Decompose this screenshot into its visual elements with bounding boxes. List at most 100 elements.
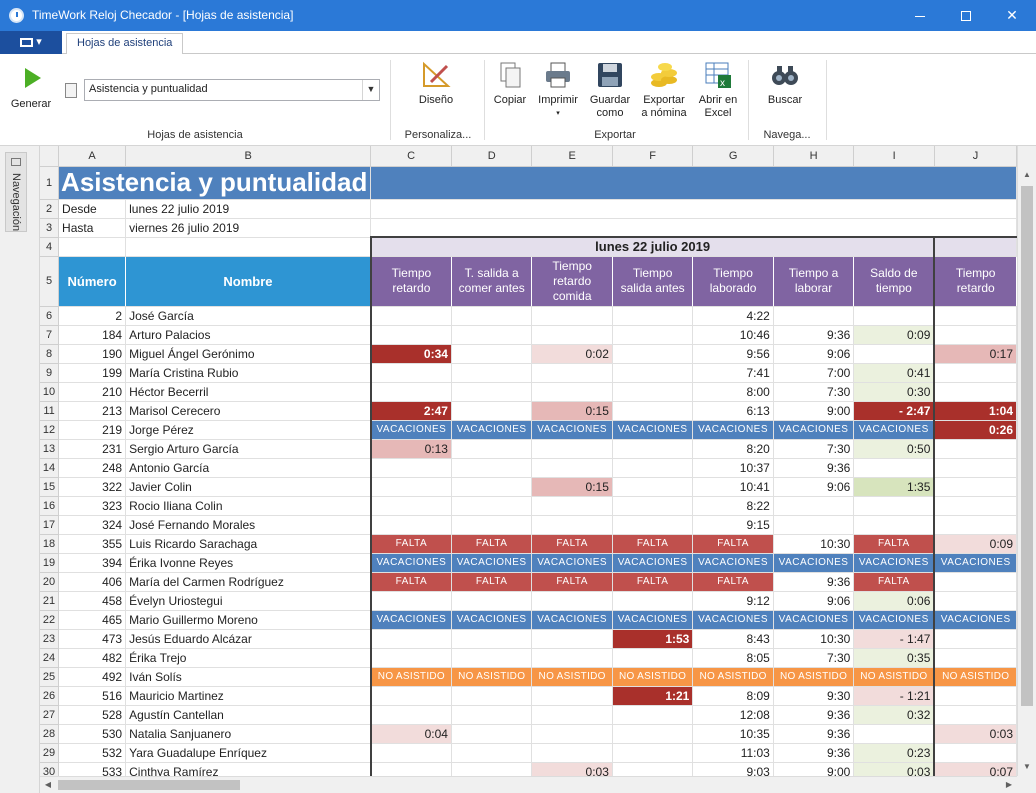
time-cell-j[interactable]	[933, 458, 1017, 478]
row-header[interactable]: 22	[40, 610, 60, 630]
time-cell-f[interactable]	[612, 591, 694, 611]
time-cell-i[interactable]	[853, 458, 935, 478]
row-header[interactable]: 29	[40, 743, 60, 763]
time-cell-g[interactable]: NO ASISTIDO	[692, 667, 774, 687]
time-cell-d[interactable]	[451, 363, 533, 383]
time-cell-g[interactable]: VACACIONES	[692, 610, 774, 630]
time-cell-c[interactable]	[369, 458, 452, 478]
time-cell-g[interactable]: VACACIONES	[692, 553, 774, 573]
employee-name[interactable]: Érika Ivonne Reyes	[125, 553, 372, 573]
time-cell-f[interactable]	[612, 401, 694, 421]
time-cell-e[interactable]: VACACIONES	[531, 610, 613, 630]
employee-name[interactable]: Jorge Pérez	[125, 420, 372, 440]
time-cell-j[interactable]: NO ASISTIDO	[933, 667, 1017, 687]
time-cell-d[interactable]	[451, 743, 533, 763]
time-cell-d[interactable]	[451, 515, 533, 535]
employee-name[interactable]: Sergio Arturo García	[125, 439, 372, 459]
time-cell-g[interactable]: 8:20	[692, 439, 774, 459]
employee-name[interactable]: Évelyn Uriostegui	[125, 591, 372, 611]
time-cell-e[interactable]: 0:02	[531, 344, 613, 364]
time-cell-c[interactable]: VACACIONES	[369, 610, 452, 630]
row-header[interactable]: 11	[40, 401, 60, 421]
row-header[interactable]: 28	[40, 724, 60, 744]
column-header[interactable]: D	[451, 146, 533, 167]
time-cell-g[interactable]: 9:12	[692, 591, 774, 611]
row-header[interactable]: 6	[40, 306, 60, 326]
row-header[interactable]: 13	[40, 439, 60, 459]
time-cell-d[interactable]	[451, 439, 533, 459]
time-cell-h[interactable]: 7:00	[773, 363, 855, 383]
header-nombre[interactable]: Nombre	[125, 256, 372, 307]
time-cell-f[interactable]	[612, 344, 694, 364]
time-cell-g[interactable]: FALTA	[692, 572, 774, 592]
time-cell-c[interactable]	[369, 762, 452, 776]
time-cell-c[interactable]	[369, 648, 452, 668]
time-cell-j[interactable]	[933, 515, 1017, 535]
time-cell-c[interactable]: NO ASISTIDO	[369, 667, 452, 687]
close-button[interactable]: ✕	[989, 0, 1035, 31]
time-cell-h[interactable]: 9:36	[773, 572, 855, 592]
time-cell-i[interactable]: 0:32	[853, 705, 935, 725]
minimize-button[interactable]	[897, 0, 943, 31]
time-cell-e[interactable]	[531, 629, 613, 649]
time-cell-i[interactable]	[853, 306, 935, 326]
time-cell-c[interactable]	[369, 705, 452, 725]
header-saldo-tiempo[interactable]: Saldo de tiempo	[853, 256, 935, 307]
time-cell-j[interactable]: 0:03	[933, 724, 1017, 744]
row-header[interactable]: 18	[40, 534, 60, 554]
time-cell-c[interactable]	[369, 382, 452, 402]
time-cell-d[interactable]	[451, 382, 533, 402]
time-cell-e[interactable]	[531, 439, 613, 459]
time-cell-d[interactable]	[451, 762, 533, 776]
employee-name[interactable]: José García	[125, 306, 372, 326]
time-cell-h[interactable]: 9:30	[773, 686, 855, 706]
time-cell-j[interactable]	[933, 439, 1017, 459]
row-header[interactable]: 30	[40, 762, 60, 776]
header-tiempo-retardo-next[interactable]: Tiempo retardo	[933, 256, 1017, 307]
navigation-tab[interactable]: Navegación	[5, 152, 27, 232]
time-cell-c[interactable]	[369, 363, 452, 383]
time-cell-j[interactable]: 0:07	[933, 762, 1017, 776]
time-cell-f[interactable]	[612, 762, 694, 776]
time-cell-i[interactable]	[853, 344, 935, 364]
row-header[interactable]: 1	[40, 166, 60, 200]
time-cell-g[interactable]: 4:22	[692, 306, 774, 326]
row-header[interactable]: 27	[40, 705, 60, 725]
employee-number[interactable]: 231	[58, 439, 127, 459]
time-cell-g[interactable]: 8:09	[692, 686, 774, 706]
time-cell-d[interactable]	[451, 705, 533, 725]
time-cell-e[interactable]: 0:15	[531, 401, 613, 421]
row-header[interactable]: 16	[40, 496, 60, 516]
spreadsheet-grid[interactable]: A B C D E F G H I J 1 Asistencia y puntu…	[40, 146, 1017, 776]
time-cell-i[interactable]: VACACIONES	[853, 553, 935, 573]
row-header[interactable]: 10	[40, 382, 60, 402]
time-cell-g[interactable]: 8:05	[692, 648, 774, 668]
time-cell-f[interactable]	[612, 648, 694, 668]
scroll-left-icon[interactable]: ◀	[44, 780, 52, 789]
employee-name[interactable]: Mario Guillermo Moreno	[125, 610, 372, 630]
time-cell-g[interactable]: 6:13	[692, 401, 774, 421]
time-cell-h[interactable]: 9:36	[773, 458, 855, 478]
imprimir-button[interactable]: Imprimir ▾	[536, 60, 580, 120]
employee-name[interactable]: María del Carmen Rodríguez	[125, 572, 372, 592]
time-cell-e[interactable]	[531, 325, 613, 345]
time-cell-i[interactable]: VACACIONES	[853, 420, 935, 440]
time-cell-e[interactable]	[531, 648, 613, 668]
time-cell-d[interactable]: VACACIONES	[451, 610, 533, 630]
column-header[interactable]: F	[612, 146, 694, 167]
time-cell-i[interactable]: 0:23	[853, 743, 935, 763]
time-cell-h[interactable]: VACACIONES	[773, 420, 855, 440]
desde-value[interactable]: lunes 22 julio 2019	[125, 199, 372, 219]
row-header[interactable]: 3	[40, 218, 60, 238]
time-cell-d[interactable]	[451, 496, 533, 516]
time-cell-j[interactable]	[933, 686, 1017, 706]
time-cell-h[interactable]: 7:30	[773, 382, 855, 402]
row-header[interactable]: 23	[40, 629, 60, 649]
time-cell-h[interactable]	[773, 496, 855, 516]
time-cell-g[interactable]: 10:37	[692, 458, 774, 478]
time-cell-f[interactable]	[612, 363, 694, 383]
maximize-button[interactable]	[943, 0, 989, 31]
time-cell-c[interactable]: 2:47	[369, 401, 452, 421]
time-cell-g[interactable]: 7:41	[692, 363, 774, 383]
time-cell-e[interactable]	[531, 496, 613, 516]
